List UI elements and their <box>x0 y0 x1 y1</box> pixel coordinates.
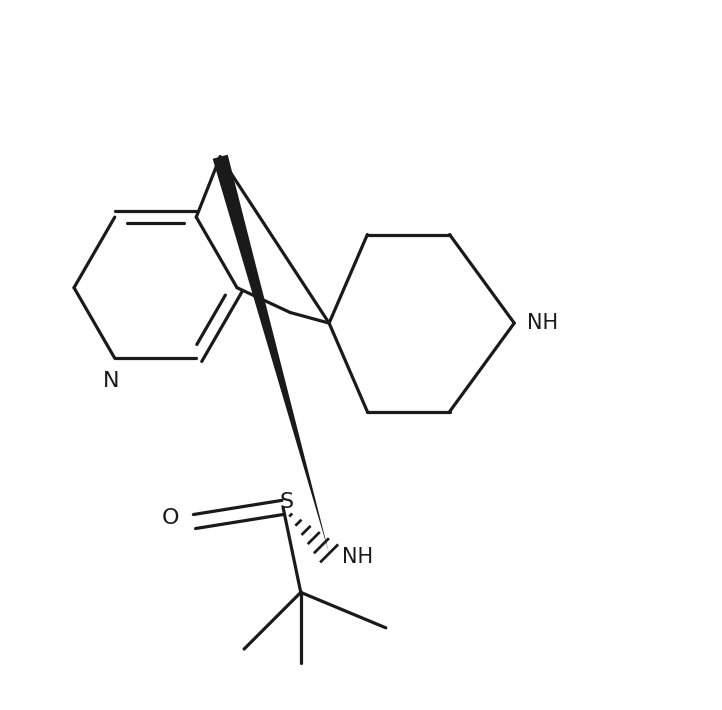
Text: O: O <box>162 508 179 528</box>
Text: N: N <box>103 371 119 391</box>
Text: NH: NH <box>342 547 373 567</box>
Text: S: S <box>279 492 294 512</box>
Polygon shape <box>213 155 329 553</box>
Text: NH: NH <box>527 313 558 333</box>
